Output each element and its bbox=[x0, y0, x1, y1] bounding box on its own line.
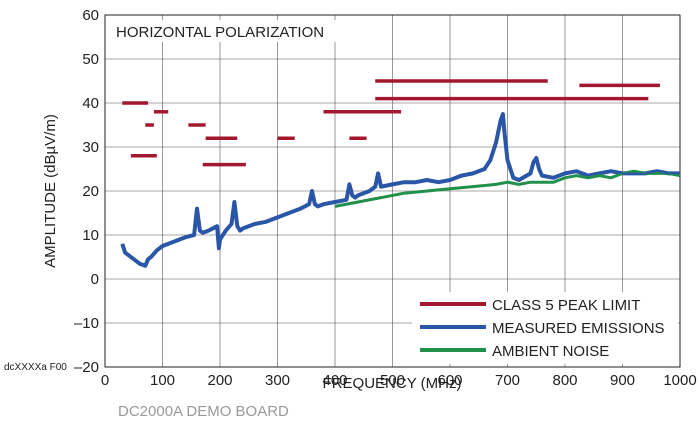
y-tick-label: 20 bbox=[82, 183, 99, 200]
y-tick-label: 10 bbox=[82, 227, 99, 244]
x-tick-label: 1000 bbox=[663, 372, 696, 389]
x-tick-label: 100 bbox=[150, 372, 175, 389]
y-tick-label: 60 bbox=[82, 7, 99, 24]
y-tick-label: –10 bbox=[74, 315, 99, 332]
plot-frame bbox=[104, 14, 681, 368]
x-tick-label: 300 bbox=[265, 372, 290, 389]
y-tick-label: 40 bbox=[82, 95, 99, 112]
x-tick-label: 0 bbox=[101, 372, 109, 389]
x-tick-label: 400 bbox=[322, 372, 347, 389]
y-axis-title: AMPLITUDE (dBµV/m) bbox=[42, 114, 59, 268]
bottom-caption: DC2000A DEMO BOARD bbox=[118, 403, 289, 420]
x-tick-label: 600 bbox=[437, 372, 462, 389]
limit-layer bbox=[122, 79, 660, 167]
polarization-annotation: HORIZONTAL POLARIZATION bbox=[116, 24, 324, 41]
legend-label-limit: CLASS 5 PEAK LIMIT bbox=[492, 297, 640, 314]
y-tick-label: 0 bbox=[91, 271, 99, 288]
tick-labels: 0 100 200 300 400 500 600 700 800 900 1000 –20 –10 0 1… bbox=[74, 7, 697, 389]
y-tick-label: 30 bbox=[82, 139, 99, 156]
legend-label-measured: MEASURED EMISSIONS bbox=[492, 320, 665, 337]
x-tick-label: 500 bbox=[380, 372, 405, 389]
x-axis-title: FREQUENCY (MHz) bbox=[323, 375, 462, 392]
x-tick-label: 700 bbox=[495, 372, 520, 389]
figure-id: dcXXXXa F00 bbox=[4, 362, 67, 373]
annotation-background bbox=[110, 20, 342, 42]
series-layer bbox=[120, 112, 681, 268]
measured-emissions-overlay bbox=[121, 113, 680, 267]
x-tick-label: 800 bbox=[552, 372, 577, 389]
ambient-noise-line bbox=[334, 169, 681, 208]
y-tick-label: 50 bbox=[82, 51, 99, 68]
legend: CLASS 5 PEAK LIMIT MEASURED EMISSIONS AM… bbox=[412, 292, 678, 364]
legend-label-ambient: AMBIENT NOISE bbox=[492, 343, 609, 360]
x-tick-label: 200 bbox=[207, 372, 232, 389]
x-tick-label: 900 bbox=[610, 372, 635, 389]
y-tick-label: –20 bbox=[74, 359, 99, 376]
